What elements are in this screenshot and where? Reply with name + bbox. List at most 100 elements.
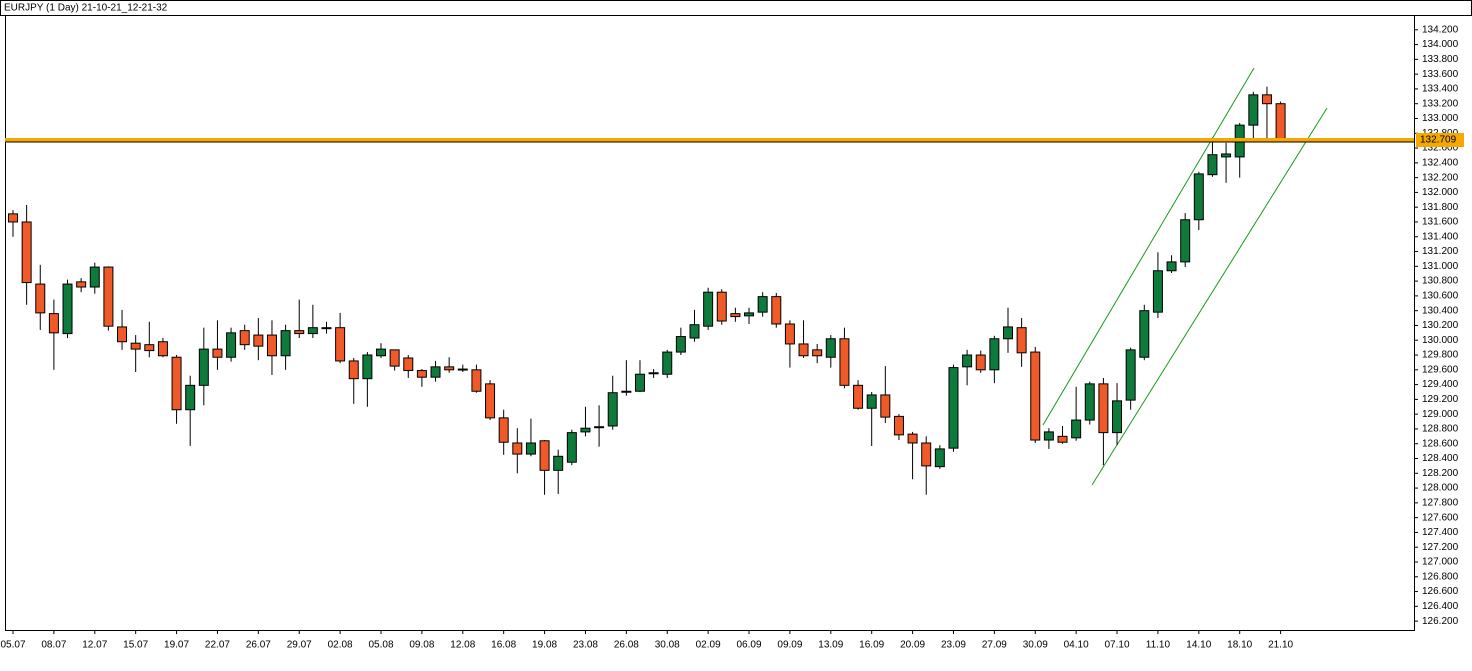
y-tick-label: 133.400 (1422, 84, 1459, 95)
x-tick-label: 02.08 (328, 640, 353, 651)
x-tick-label: 07.10 (1105, 640, 1130, 651)
candle-body (948, 367, 959, 449)
candle-body (730, 313, 741, 318)
x-tick-label: 19.08 (532, 640, 557, 651)
y-tick-label: 128.000 (1422, 483, 1459, 494)
candle-body (130, 342, 141, 350)
candle-body (703, 291, 714, 327)
candle-body (376, 348, 387, 357)
candle-body (62, 283, 73, 335)
x-tick-label: 05.08 (368, 640, 393, 651)
y-tick-label: 128.400 (1422, 453, 1459, 464)
candle-body (921, 442, 932, 467)
y-tick-label: 128.600 (1422, 438, 1459, 449)
candle-body (144, 344, 155, 352)
x-tick-label: 27.09 (982, 640, 1007, 651)
candle-body (498, 417, 509, 443)
y-tick-label: 134.200 (1422, 24, 1459, 35)
x-tick-label: 23.09 (941, 640, 966, 651)
candle-body (784, 323, 795, 345)
y-tick-label: 127.200 (1422, 542, 1459, 553)
candle-body (1098, 383, 1109, 434)
x-tick-label: 15.07 (123, 640, 148, 651)
y-tick-label: 133.800 (1422, 54, 1459, 65)
x-tick-label: 13.09 (818, 640, 843, 651)
candle-body (1207, 154, 1218, 176)
y-tick-label: 126.200 (1422, 616, 1459, 627)
candle-body (716, 291, 727, 322)
candle-body (553, 455, 564, 471)
candle-body (1275, 103, 1286, 141)
candle-body (307, 327, 318, 335)
y-tick-label: 129.600 (1422, 364, 1459, 375)
y-tick-label: 126.800 (1422, 571, 1459, 582)
y-tick-label: 133.000 (1422, 113, 1459, 124)
x-tick-label: 16.09 (859, 640, 884, 651)
y-tick-label: 129.000 (1422, 409, 1459, 420)
candle-body (89, 266, 100, 288)
x-tick-label: 26.08 (614, 640, 639, 651)
y-tick-label: 130.400 (1422, 305, 1459, 316)
candle-body (239, 330, 250, 346)
candle-body (512, 442, 523, 455)
candle-body (157, 341, 168, 357)
candle-body (744, 312, 755, 317)
candle-body (934, 448, 945, 468)
candle-body (1084, 383, 1095, 421)
candle-body (580, 427, 591, 433)
x-tick-label: 06.09 (737, 640, 762, 651)
candle-body (48, 313, 59, 334)
x-tick-label: 05.07 (0, 640, 25, 651)
y-tick-label: 127.600 (1422, 512, 1459, 523)
x-tick-label: 08.07 (41, 640, 66, 651)
channel-lower (1091, 107, 1328, 486)
y-tick-label: 127.400 (1422, 527, 1459, 538)
y-tick-label: 129.200 (1422, 394, 1459, 405)
candle-body (1248, 94, 1259, 126)
candle-body (8, 213, 18, 223)
x-tick-label: 14.10 (1186, 640, 1211, 651)
candle-body (280, 330, 291, 357)
x-tick-label: 20.09 (900, 640, 925, 651)
candle-body (348, 360, 359, 380)
candle-body (1030, 351, 1041, 441)
y-tick-label: 130.000 (1422, 335, 1459, 346)
candle-body (689, 324, 700, 339)
x-tick-label: 19.07 (164, 640, 189, 651)
candle-body (321, 327, 332, 330)
candle-body (539, 440, 550, 471)
candle-body (907, 433, 918, 444)
candle-body (1152, 270, 1163, 313)
candle-body (444, 366, 455, 371)
candle-body (103, 266, 114, 327)
y-tick-label: 132.600 (1422, 143, 1459, 154)
y-tick-label: 129.400 (1422, 379, 1459, 390)
x-tick-label: 30.08 (655, 640, 680, 651)
candle-body (21, 221, 32, 284)
candle-body (839, 338, 850, 386)
candle-body (389, 349, 400, 367)
y-tick-label: 131.000 (1422, 261, 1459, 272)
candle-body (989, 338, 1000, 371)
candle-body (1002, 326, 1013, 340)
candle-body (825, 338, 836, 358)
candle-body (525, 442, 536, 455)
x-tick-label: 23.08 (573, 640, 598, 651)
channel-upper (1042, 67, 1255, 426)
x-tick-label: 21.10 (1268, 640, 1293, 651)
candle-body (335, 327, 346, 362)
y-tick-label: 127.800 (1422, 498, 1459, 509)
y-tick-label: 130.800 (1422, 276, 1459, 287)
level-label-box (1416, 132, 1464, 147)
y-tick-label: 132.400 (1422, 157, 1459, 168)
candle-body (1139, 310, 1150, 358)
candle-body (757, 296, 768, 313)
y-tick-label: 130.600 (1422, 291, 1459, 302)
candle-body (798, 343, 809, 357)
candle-body (253, 334, 264, 347)
candle-body (880, 394, 891, 418)
candle-body (621, 390, 632, 393)
candle-body (416, 370, 427, 378)
candle-body (675, 336, 686, 353)
